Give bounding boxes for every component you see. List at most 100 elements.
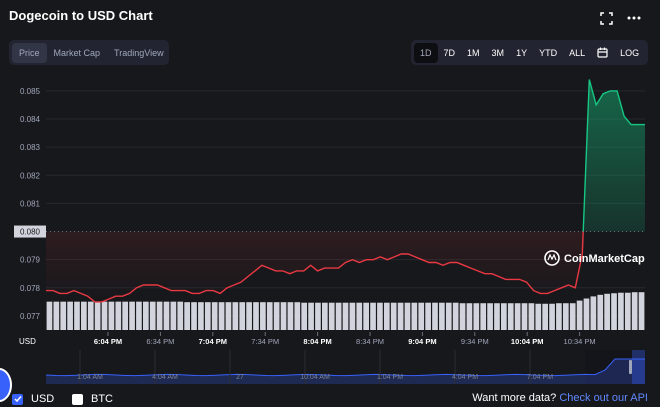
range-all[interactable]: ALL [569, 47, 586, 58]
volume-bar [466, 303, 473, 330]
volume-bar [349, 302, 356, 330]
volume-bar [225, 302, 232, 330]
volume-bar [480, 303, 487, 330]
volume-bar [260, 302, 266, 330]
api-prompt: Want more data? [472, 392, 557, 404]
more-icon[interactable] [626, 10, 642, 26]
y-tick-label: 0.077 [20, 312, 41, 321]
reference-label: 0.080 [20, 228, 41, 237]
tab-price[interactable]: Price [12, 42, 47, 63]
navigator-out-range [46, 350, 585, 384]
legend-usd-label: USD [31, 393, 55, 405]
x-tick-label: 10:04 PM [511, 337, 544, 346]
calendar-icon[interactable] [591, 47, 614, 58]
volume-bar [53, 301, 60, 330]
volume-bar [74, 301, 80, 330]
volume-bar [604, 293, 610, 330]
volume-bar [218, 302, 225, 330]
x-tick-label: 9:34 PM [461, 337, 489, 346]
volume-bar [473, 303, 480, 330]
volume-bar [46, 301, 53, 330]
volume-bar [597, 294, 604, 330]
watermark-text: CoinMarketCap [564, 253, 645, 265]
navigator-handle [629, 360, 632, 374]
volume-bar [211, 302, 218, 330]
volume-bar [122, 301, 129, 330]
range-tabs: 1D 7D 1M 3M 1Y YTD ALL LOG [411, 40, 648, 65]
api-promo: Want more data? Check out our API [472, 392, 648, 404]
price-chart[interactable]: 0.077 0.078 0.079 0.081 0.082 0.083 0.084 0.085… [0, 70, 660, 390]
volume-bar [583, 298, 590, 330]
api-link[interactable]: Check out our API [559, 392, 648, 404]
legend-btc[interactable]: BTC [72, 392, 113, 406]
range-1y[interactable]: 1Y [516, 47, 528, 58]
volume-bar [239, 302, 246, 330]
volume-bar [439, 302, 445, 330]
volume-bar [459, 303, 466, 330]
range-3m[interactable]: 3M [491, 47, 505, 58]
volume-bar [611, 293, 617, 330]
volume-bar [390, 302, 397, 330]
volume-bar [191, 302, 197, 330]
view-tabs: Price Market Cap TradingView [9, 40, 169, 65]
volume-bar [528, 303, 535, 330]
volume-bar [322, 302, 328, 330]
volume-bar [494, 303, 500, 330]
volume-bar [266, 302, 273, 330]
range-1m[interactable]: 1M [467, 47, 480, 58]
volume-bar [569, 303, 576, 330]
volume-bar [142, 301, 149, 330]
volume-bar [383, 302, 390, 330]
x-tick-label: 8:04 PM [303, 337, 331, 346]
volume-bar [590, 296, 597, 330]
volume-bar [342, 302, 349, 330]
volume-bar [425, 302, 431, 330]
y-tick-label: 0.079 [20, 256, 41, 265]
check-icon[interactable] [12, 393, 23, 405]
volume-bar [328, 302, 335, 330]
volume-bar [67, 301, 73, 330]
log-scale-toggle[interactable]: LOG [620, 47, 640, 58]
chart-title: Dogecoin to USD Chart [9, 8, 153, 23]
volume-bar [556, 303, 562, 330]
volume-bar [335, 302, 342, 330]
navigator-label: 1:04 AM [77, 374, 103, 381]
currency-axis-label: USD [19, 337, 36, 346]
volume-bar [287, 302, 294, 330]
volume-bar [618, 292, 624, 330]
volume-bar [521, 303, 528, 330]
range-1d[interactable]: 1D [414, 42, 438, 63]
volume-bar [562, 303, 569, 330]
range-ytd[interactable]: YTD [539, 47, 558, 58]
volume-bar [370, 302, 376, 330]
range-7d[interactable]: 7D [443, 47, 456, 58]
volume-bar [418, 302, 425, 330]
navigator-label: 7:04 PM [527, 374, 553, 381]
reference-label-bg [14, 225, 46, 238]
navigator-label: 4:04 PM [452, 374, 478, 381]
y-tick-label: 0.081 [20, 199, 41, 208]
y-tick-label: 0.084 [20, 115, 41, 124]
navigator-line [45, 358, 645, 377]
x-tick-label: 8:34 PM [356, 337, 384, 346]
tab-market-cap[interactable]: Market Cap [53, 47, 101, 58]
area-above-reference [46, 79, 645, 232]
fullscreen-icon[interactable] [598, 10, 614, 26]
tab-tradingview[interactable]: TradingView [114, 47, 164, 58]
volume-bar [445, 302, 452, 330]
x-tick-label: 7:34 PM [251, 337, 279, 346]
volume-bar [108, 301, 115, 330]
volume-bar [170, 301, 177, 330]
volume-bar [308, 302, 314, 330]
legend-usd[interactable]: USD [12, 392, 54, 406]
checkbox-empty-icon[interactable] [72, 393, 83, 405]
volume-bar [301, 302, 308, 330]
volume-bar [294, 302, 301, 330]
volume-bar [535, 303, 542, 330]
volume-bar [94, 301, 101, 330]
volume-bar [149, 301, 156, 330]
volume-bar [136, 301, 142, 330]
x-tick-label: 10:34 PM [564, 337, 596, 346]
volume-bar [549, 303, 555, 330]
volume-bar [624, 292, 631, 330]
